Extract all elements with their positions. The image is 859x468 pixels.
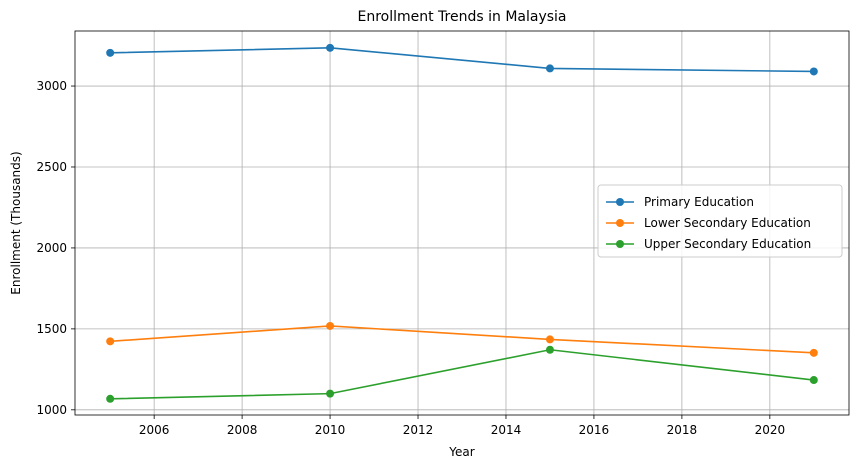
legend: Primary Education Lower Secondary Educati… xyxy=(597,184,843,258)
data-point xyxy=(106,394,115,403)
x-tick-label: 2014 xyxy=(491,423,522,437)
legend-item: Primary Education xyxy=(606,195,754,209)
data-point xyxy=(326,43,335,52)
legend-box xyxy=(597,184,843,258)
x-tick-label: 2008 xyxy=(227,423,258,437)
y-tick-label: 1000 xyxy=(36,403,67,417)
x-tick-label: 2010 xyxy=(315,423,346,437)
data-point xyxy=(545,64,554,73)
series-line xyxy=(110,47,814,73)
data-point xyxy=(545,335,554,344)
legend-label: Upper Secondary Education xyxy=(644,237,811,251)
data-point xyxy=(106,337,115,346)
data-point xyxy=(809,348,818,357)
y-axis: 1000 1500 2000 2500 3000 xyxy=(36,79,75,417)
series-2 xyxy=(106,345,818,403)
series-line xyxy=(110,325,814,354)
x-tick-label: 2012 xyxy=(403,423,434,437)
data-point xyxy=(326,321,335,330)
y-tick-label: 2000 xyxy=(36,241,67,255)
y-tick-label: 3000 xyxy=(36,79,67,93)
legend-marker xyxy=(616,198,624,206)
x-axis: 2006 2008 2010 2012 2014 2016 2018 2020 xyxy=(139,415,785,437)
legend-marker xyxy=(616,219,624,227)
x-tick-label: 2006 xyxy=(139,423,170,437)
series-group xyxy=(106,43,818,403)
legend-label: Lower Secondary Education xyxy=(644,216,811,230)
legend-marker xyxy=(616,240,624,248)
series-0 xyxy=(106,43,818,76)
x-axis-label: Year xyxy=(448,445,474,459)
chart-title: Enrollment Trends in Malaysia xyxy=(357,9,566,25)
y-tick-label: 2500 xyxy=(36,160,67,174)
legend-item: Upper Secondary Education xyxy=(606,237,811,251)
data-point xyxy=(809,376,818,385)
series-line xyxy=(110,348,814,400)
data-point xyxy=(809,67,818,76)
grid-lines xyxy=(75,31,849,415)
data-point xyxy=(106,48,115,57)
data-point xyxy=(545,345,554,354)
plot-frame xyxy=(74,30,850,416)
y-axis-label: Enrollment (Thousands) xyxy=(9,151,23,294)
series-1 xyxy=(106,321,818,357)
y-tick-label: 1500 xyxy=(36,322,67,336)
x-tick-label: 2020 xyxy=(755,423,786,437)
legend-label: Primary Education xyxy=(644,195,754,209)
data-point xyxy=(326,389,335,398)
legend-item: Lower Secondary Education xyxy=(606,216,811,230)
x-tick-label: 2018 xyxy=(667,423,698,437)
x-tick-label: 2016 xyxy=(579,423,610,437)
